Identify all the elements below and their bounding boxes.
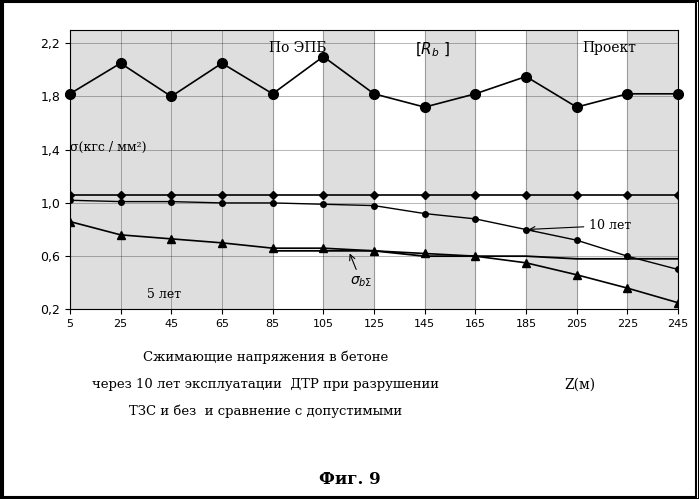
- Text: Сжимающие напряжения в бетоне: Сжимающие напряжения в бетоне: [143, 350, 388, 364]
- Text: Z(м): Z(м): [565, 377, 596, 391]
- Bar: [628, 30, 678, 309]
- Text: По ЭПБ: По ЭПБ: [269, 40, 326, 54]
- Text: $[R_b\ ]$: $[R_b\ ]$: [415, 40, 450, 59]
- Text: ТЗС и без  и сравнение с допустимыми: ТЗС и без и сравнение с допустимыми: [129, 405, 402, 419]
- Bar: [323, 30, 374, 309]
- Text: 5 лет: 5 лет: [147, 288, 181, 301]
- Bar: [526, 30, 577, 309]
- Text: σ(кгс / мм²): σ(кгс / мм²): [70, 141, 146, 154]
- Text: 10 лет: 10 лет: [530, 219, 632, 232]
- Bar: [70, 30, 273, 309]
- Text: Фиг. 9: Фиг. 9: [319, 471, 380, 488]
- Bar: [425, 30, 475, 309]
- Text: $\sigma_{b\Sigma}$: $\sigma_{b\Sigma}$: [350, 254, 373, 289]
- Text: через 10 лет эксплуатации  ДТР при разрушении: через 10 лет эксплуатации ДТР при разруш…: [92, 378, 439, 391]
- Text: Проект: Проект: [583, 40, 637, 54]
